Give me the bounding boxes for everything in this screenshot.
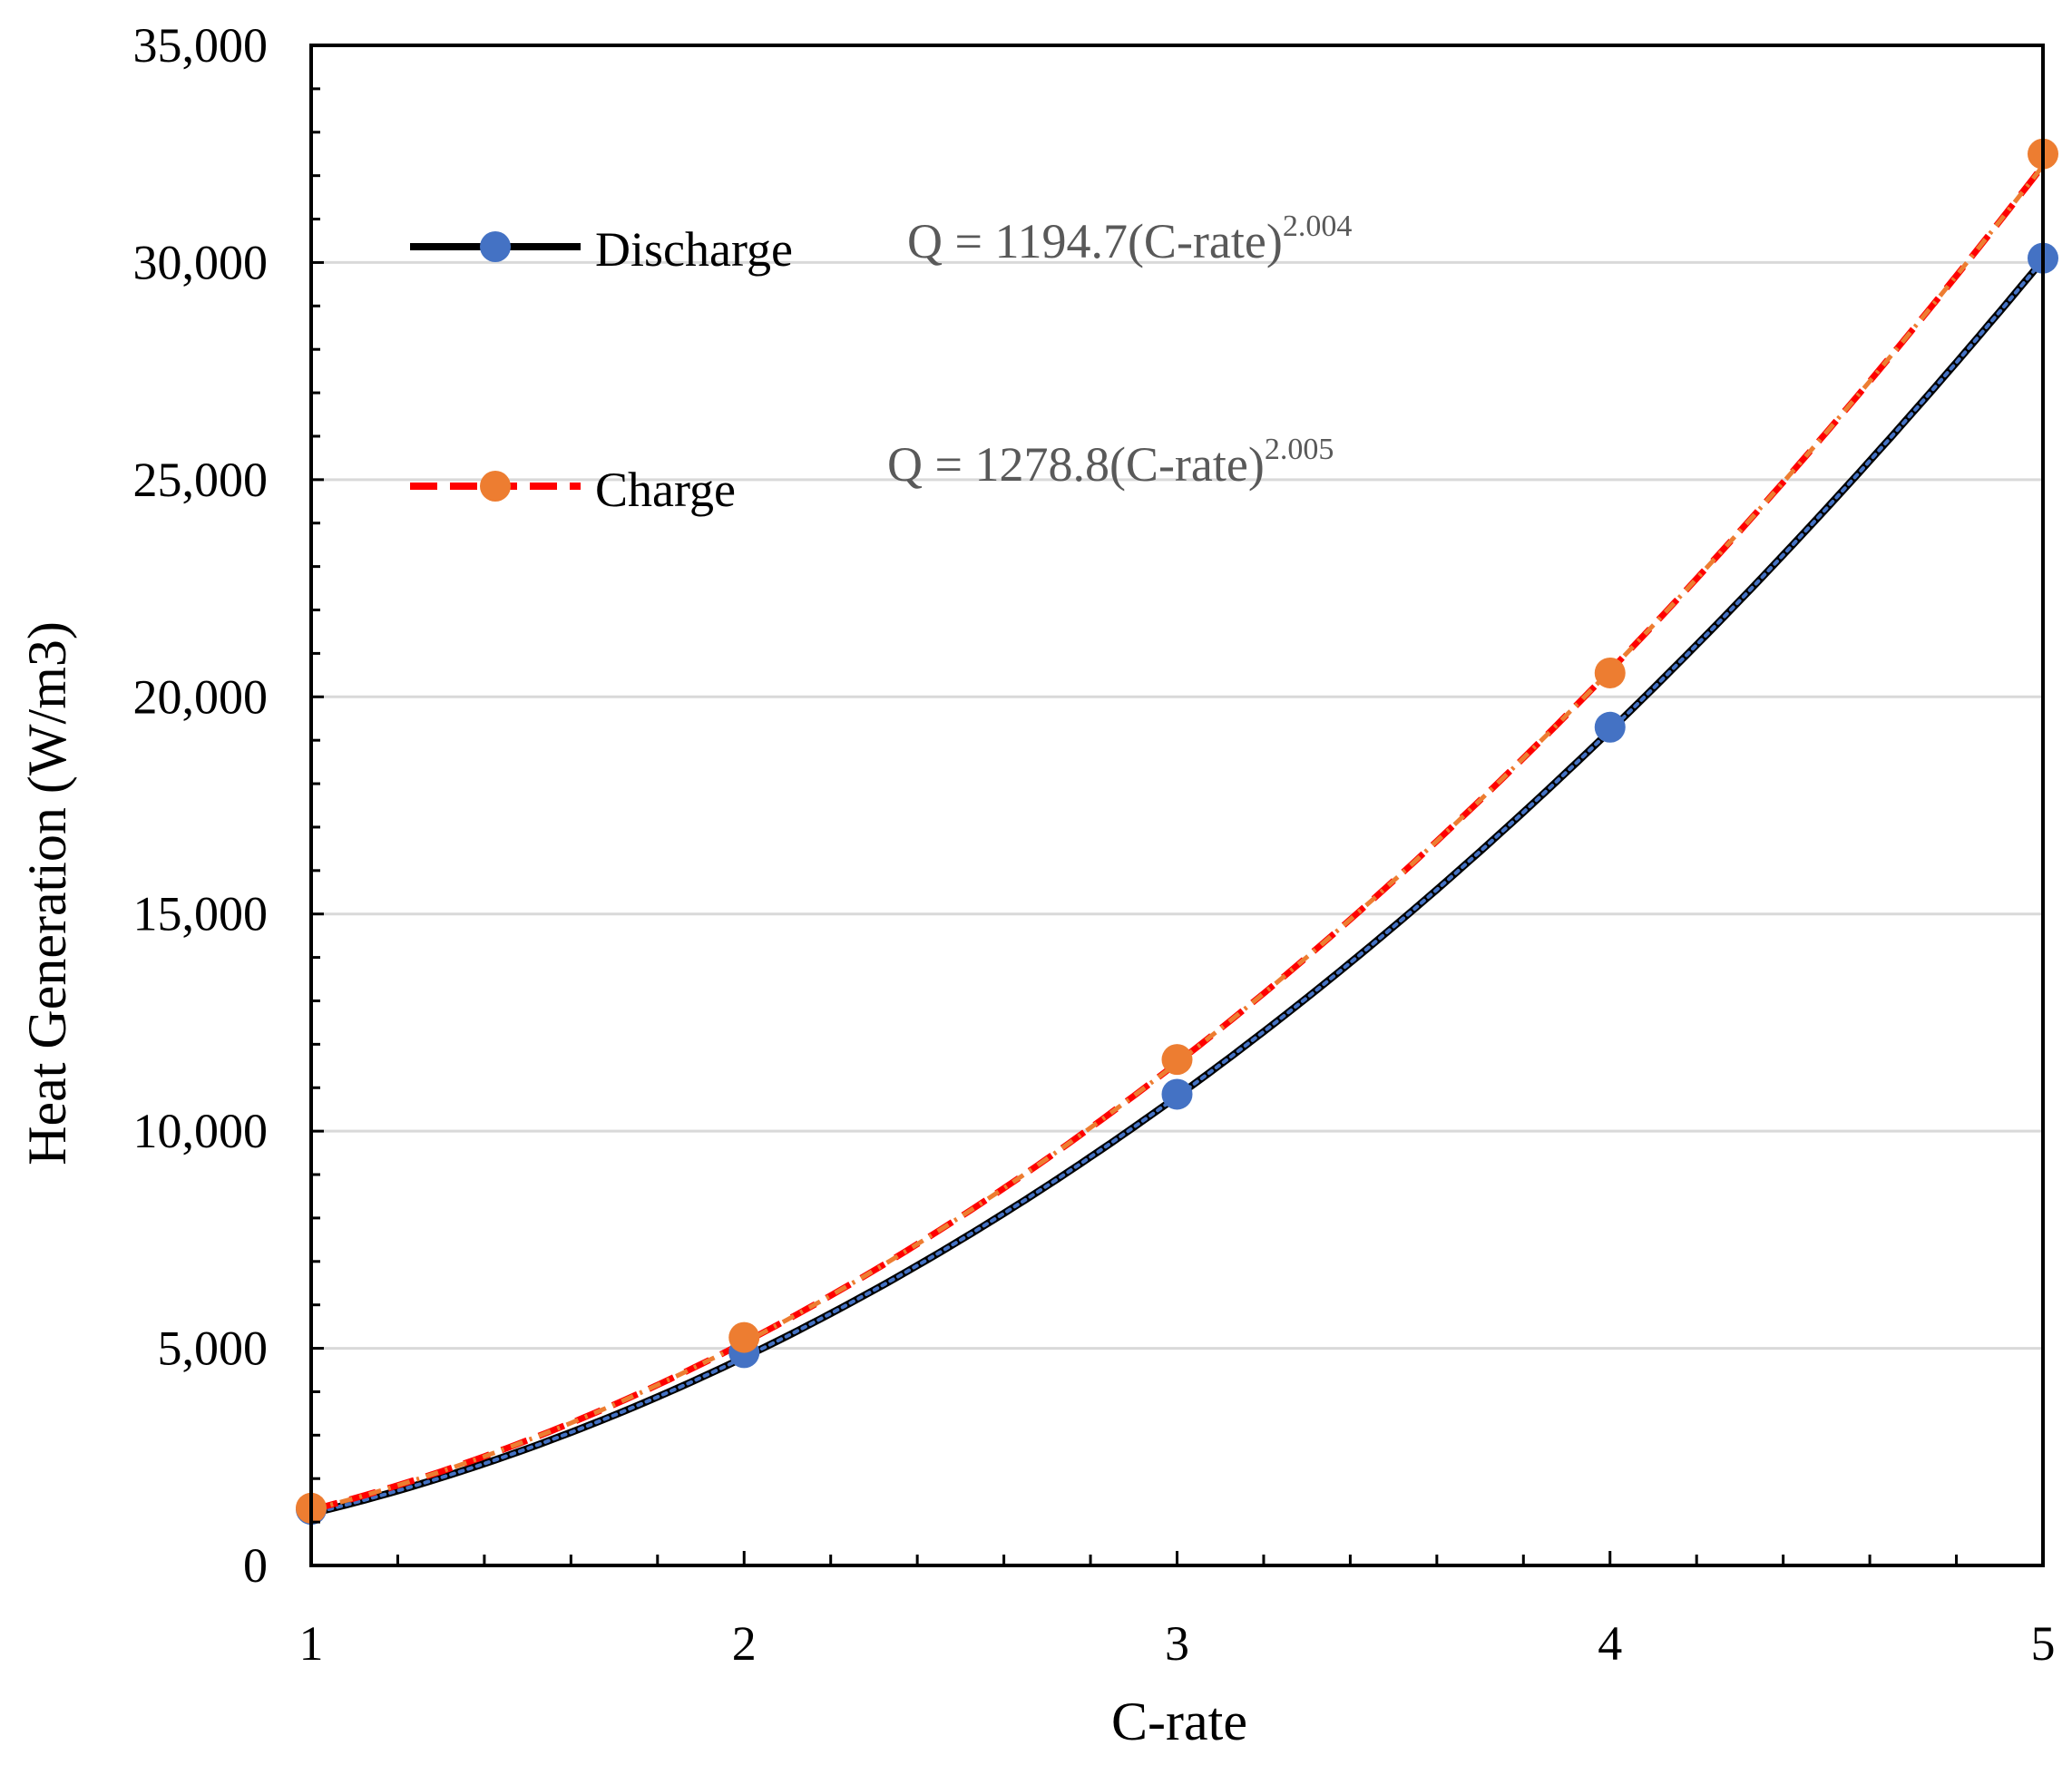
discharge-equation-main: Q = 1194.7(C-rate) [907, 214, 1283, 268]
y-axis-title: Heat Generation (W/m3) [17, 621, 77, 1165]
legend-charge-label: Charge [595, 463, 736, 517]
x-tick-label: 2 [732, 1616, 757, 1671]
charge-trendline [310, 164, 2045, 1513]
tick-labels: 0 5,000 10,000 15,000 20,000 25,000 30,000 35,0… [133, 18, 2056, 1671]
y-tick-label: 30,000 [133, 235, 269, 289]
legend-discharge-marker [480, 231, 511, 262]
y-tick-label: 35,000 [133, 18, 269, 73]
trendlines [309, 163, 2047, 1517]
y-tick-label: 0 [243, 1538, 268, 1593]
charge-equation-main: Q = 1278.8(C-rate) [887, 437, 1265, 492]
legend-charge-marker [480, 471, 511, 502]
y-tick-label: 15,000 [133, 887, 269, 941]
axes [309, 44, 2045, 1567]
legend: Discharge Charge [410, 222, 793, 517]
x-tick-label: 4 [1598, 1616, 1622, 1671]
y-tick-label: 5,000 [158, 1321, 269, 1376]
legend-item-discharge: Discharge [410, 222, 793, 277]
charge-point [1594, 657, 1626, 688]
charge-point [1161, 1044, 1193, 1076]
plot-frame [309, 44, 2045, 1567]
x-tick-label: 3 [1165, 1616, 1189, 1671]
charge-equation-exponent: 2.005 [1265, 433, 1334, 466]
charge-equation: Q = 1278.8(C-rate)2.005 [887, 433, 1334, 492]
discharge-trendline [309, 258, 2045, 1516]
discharge-point [1594, 711, 1626, 743]
x-tick-label: 5 [2031, 1616, 2056, 1671]
grid-lines [311, 260, 2043, 1351]
discharge-point [1161, 1078, 1193, 1110]
data-series [296, 138, 2058, 1526]
y-tick-label: 25,000 [133, 453, 269, 507]
x-tick-label: 1 [299, 1616, 324, 1671]
y-tick-label: 10,000 [133, 1104, 269, 1158]
discharge-equation: Q = 1194.7(C-rate)2.004 [907, 210, 1352, 268]
legend-discharge-label: Discharge [595, 222, 793, 277]
legend-item-charge: Charge [410, 463, 736, 517]
x-axis-title: C-rate [1111, 1692, 1247, 1751]
charge-point [728, 1321, 760, 1353]
charge-line [310, 163, 2046, 1514]
discharge-equation-exponent: 2.004 [1283, 210, 1353, 243]
y-tick-label: 20,000 [133, 669, 269, 724]
